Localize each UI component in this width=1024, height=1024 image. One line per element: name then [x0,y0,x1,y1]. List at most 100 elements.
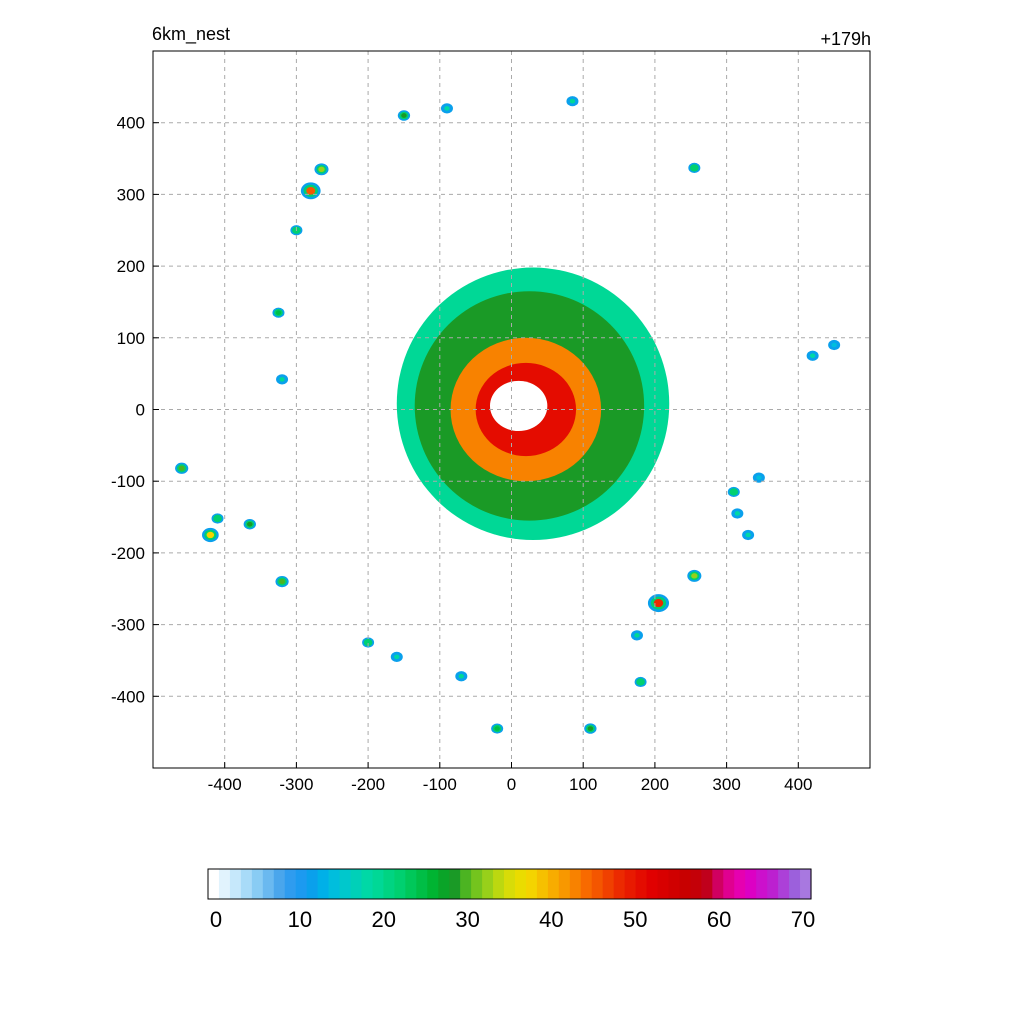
colorbar-tick-label: 40 [539,907,563,932]
colorbar-swatch [756,869,768,899]
colorbar-swatch [284,869,297,899]
colorbar-swatch [394,869,406,899]
colorbar-swatch [405,869,417,899]
convective-cell [318,166,325,172]
convective-cell [279,579,286,585]
colorbar-swatch [657,869,670,899]
convective-cell [214,516,221,521]
colorbar-swatch [690,869,702,899]
colorbar-swatch [208,869,220,899]
convective-cell [634,633,640,638]
convective-cell [275,310,282,315]
colorbar-swatch [547,869,560,899]
colorbar-swatch [800,869,812,899]
x-tick-label: 0 [507,775,516,794]
x-tick-label: -400 [208,775,242,794]
colorbar-swatch [427,869,439,899]
convective-cell [306,187,316,195]
colorbar-swatch [569,869,582,899]
plot-area [153,51,870,768]
colorbar-swatch [536,869,549,899]
convective-cell [458,673,465,679]
convective-cell [444,106,450,111]
colorbar-swatch [591,869,604,899]
colorbar-swatch [635,869,648,899]
convective-cell [745,532,751,538]
convective-cell [587,726,594,731]
colorbar-swatch [580,869,593,899]
precipitation-field [175,96,841,734]
colorbar-swatch [514,869,527,899]
colorbar-swatch [679,869,691,899]
convective-cell [691,573,698,579]
colorbar-swatch [328,869,341,899]
y-tick-label: -300 [111,616,145,635]
colorbar-swatch [745,869,757,899]
colorbar-tick-label: 60 [707,907,731,932]
convective-cell [365,640,371,645]
colorbar-tick-label: 0 [210,907,222,932]
colorbar-tick-label: 20 [371,907,395,932]
colorbar-swatch [460,869,472,899]
colorbar-swatch [493,869,505,899]
y-tick-label: 200 [117,257,145,276]
colorbar-swatch [383,869,395,899]
convective-cell [731,489,737,495]
colorbar-swatch [723,869,735,899]
y-tick-label: 300 [117,185,145,204]
y-tick-label: -100 [111,472,145,491]
convective-cell [401,113,407,118]
convective-cell [178,465,185,471]
x-tick-label: 400 [784,775,812,794]
convective-cell [831,342,837,348]
colorbar-swatch [668,869,681,899]
convective-cell [809,353,816,359]
x-tick-label: -200 [351,775,385,794]
convective-cell [691,165,698,171]
colorbar-swatch [482,869,494,899]
convective-cell [569,98,576,104]
colorbar-swatch [701,869,713,899]
colorbar-swatch [229,869,242,899]
colorbar-swatch [306,869,319,899]
colorbar-tick-label: 70 [791,907,815,932]
colorbar-swatch [372,869,385,899]
y-tick-label: 400 [117,114,145,133]
colorbar-swatch [361,869,374,899]
colorbar-swatch [525,869,538,899]
colorbar-swatch [778,869,790,899]
x-tick-label: 300 [712,775,740,794]
x-tick-label: 200 [641,775,669,794]
colorbar-swatch [712,869,724,899]
y-tick-label: 100 [117,329,145,348]
colorbar-swatch [240,869,253,899]
colorbar-swatch [558,869,571,899]
colorbar-swatch [789,869,801,899]
colorbar-swatch [251,869,264,899]
colorbar-swatch [504,869,516,899]
colorbar-swatch [767,869,779,899]
colorbar-tick-label: 50 [623,907,647,932]
x-tick-label: -300 [279,775,313,794]
colorbar-swatch [218,869,231,899]
x-tick-label: -100 [423,775,457,794]
colorbar-swatch [317,869,330,899]
storm-eye [489,380,548,432]
colorbar-swatch [602,869,615,899]
colorbar-swatch [734,869,746,899]
convective-cell [756,475,762,480]
colorbar-swatch [624,869,637,899]
y-tick-label: 0 [136,401,145,420]
x-tick-label: 100 [569,775,597,794]
convective-cell [394,654,400,660]
axes: -400 -300 -200 -100 0 100 200 300 400 400 300 200 10… [111,114,813,794]
chart-right-title: +179h [820,29,871,49]
colorbar-tick-label: 10 [288,907,312,932]
colorbar-swatch [646,869,659,899]
colorbar-swatch [262,869,275,899]
convective-cell [247,521,253,527]
colorbar-swatch [471,869,483,899]
convective-cell [637,679,644,685]
colorbar-swatch [438,869,450,899]
